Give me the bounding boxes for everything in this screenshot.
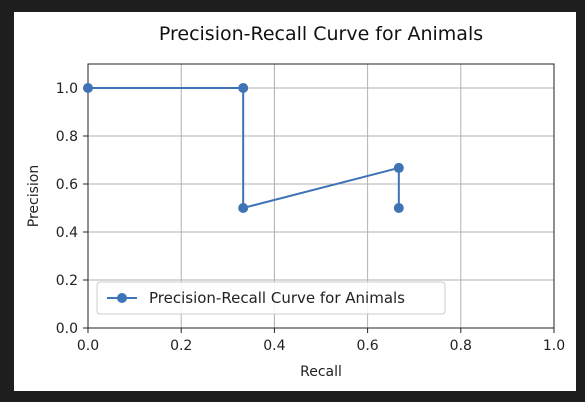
- data-series: [83, 83, 404, 213]
- data-point: [238, 203, 249, 213]
- legend-entry-label: Precision-Recall Curve for Animals: [149, 289, 405, 307]
- x-tick-label: 0.8: [450, 338, 472, 354]
- legend: Precision-Recall Curve for Animals: [96, 281, 446, 315]
- y-tick-label: 0.6: [56, 177, 78, 193]
- y-axis-label: Precision: [26, 165, 42, 227]
- y-tick-label: 0.2: [56, 273, 78, 289]
- y-tick-label: 0.0: [56, 321, 78, 337]
- data-point: [238, 83, 249, 93]
- x-axis-label: Recall: [300, 364, 342, 380]
- plot-area-frame: [87, 63, 555, 329]
- series-line: [88, 87, 400, 210]
- y-tick-label: 0.8: [56, 129, 78, 145]
- x-tick-label: 0.6: [356, 338, 378, 354]
- x-tick-label: 1.0: [543, 338, 565, 354]
- legend-marker-swatch: [117, 293, 127, 303]
- legend-box: [96, 281, 446, 315]
- x-tick-label: 0.2: [170, 338, 192, 354]
- y-tick-label: 0.4: [56, 225, 78, 241]
- data-point: [393, 203, 404, 213]
- data-point: [83, 83, 93, 93]
- x-tick-label: 0.0: [77, 338, 99, 354]
- axis-ticks: 0.0 0.2 0.4 0.6 0.8 1.0 0.0 0.2 0.4 0.6 0.8 1.0: [56, 81, 565, 354]
- chart-title: Precision-Recall Curve for Animals: [159, 23, 483, 45]
- x-tick-label: 0.4: [263, 338, 285, 354]
- precision-recall-chart: 0.0 0.2 0.4 0.6 0.8 1.0 0.0 0.2 0.4 0.6 0.8 1.0 Pre…: [26, 23, 565, 380]
- y-tick-label: 1.0: [56, 81, 78, 97]
- data-point: [393, 162, 404, 173]
- chart-figure: 0.0 0.2 0.4 0.6 0.8 1.0 0.0 0.2 0.4 0.6 0.8 1.0 Pre…: [14, 12, 576, 391]
